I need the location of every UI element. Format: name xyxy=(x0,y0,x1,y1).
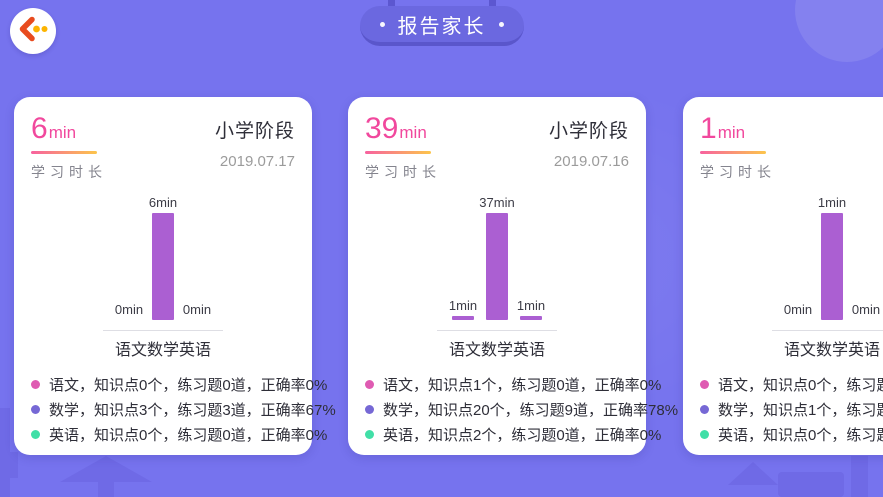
chart-column: 0min xyxy=(781,302,815,320)
tree-trunk xyxy=(98,482,114,497)
title-dot-right xyxy=(498,21,504,27)
tree-silhouette xyxy=(728,462,778,485)
card-header: 6min 学习时长 小学阶段 2019.07.17 xyxy=(14,97,312,182)
page-title: 报告家长 xyxy=(397,15,486,38)
chart-column: 1min xyxy=(514,298,548,320)
chart-column: 1min xyxy=(815,195,849,320)
legend-dot xyxy=(365,380,374,389)
pole-silhouette xyxy=(851,456,868,497)
chart-axis-line xyxy=(437,330,557,331)
legend-row: 英语，知识点0个，练习题0道，正确率0% xyxy=(31,422,327,447)
chart-column: 0min xyxy=(112,302,146,320)
duration-underline xyxy=(365,151,431,154)
chart-category-labels: 语文数学英语 xyxy=(448,342,545,359)
legend-row: 语文，知识点0个，练习题0道 xyxy=(700,372,883,397)
chart-column: 37min xyxy=(479,195,515,320)
legend-dot xyxy=(700,430,709,439)
legend-row: 语文，知识点1个，练习题0道，正确率0% xyxy=(365,372,661,397)
legend-text: 英语，知识点2个，练习题0道，正确率0% xyxy=(383,427,662,444)
chart-category-labels: 语文数学英语 xyxy=(114,342,211,359)
legend-dot xyxy=(700,380,709,389)
title-dot-left xyxy=(379,21,385,27)
legend-text: 英语，知识点0个，练习题0道，正确率0% xyxy=(49,427,328,444)
legend-dot xyxy=(31,430,40,439)
stage-label: 小学阶段 xyxy=(214,121,295,142)
bar-value-label: 0min xyxy=(182,302,212,317)
duration-value: 39min xyxy=(365,112,427,145)
legend-row: 英语，知识点0个，练习题0道 xyxy=(700,422,883,447)
bar xyxy=(152,213,174,320)
bar-value-label: 1min xyxy=(817,195,847,210)
legend-row: 语文，知识点0个，练习题0道，正确率0% xyxy=(31,372,327,397)
bar xyxy=(452,316,474,320)
legend-row: 数学，知识点1个，练习题0道， xyxy=(700,397,883,422)
chart-plot: 0min 6min 0min xyxy=(112,192,214,320)
back-button[interactable] xyxy=(10,8,56,54)
legend-text: 语文，知识点0个，练习题0道 xyxy=(718,377,883,394)
legend-text: 语文，知识点1个，练习题0道，正确率0% xyxy=(383,377,662,394)
legend-row: 英语，知识点2个，练习题0道，正确率0% xyxy=(365,422,661,447)
duration-value: 1min xyxy=(700,112,746,145)
bar-value-label: 0min xyxy=(783,302,813,317)
date-label: 2019.07.17 xyxy=(219,153,295,170)
legend-row: 数学，知识点3个，练习题3道，正确率67% xyxy=(31,397,336,422)
edge-decoration xyxy=(0,408,10,497)
duration-value: 6min xyxy=(31,112,77,145)
legend: 语文，知识点0个，练习题0道 数学，知识点1个，练习题0道， 英语，知识点0个，… xyxy=(683,372,883,447)
legend-dot xyxy=(31,405,40,414)
bar-value-label: 0min xyxy=(114,302,144,317)
card-header: 1min 学习时长 xyxy=(683,97,883,182)
page-title-pill: 报告家长 xyxy=(359,6,524,46)
legend-dot xyxy=(365,430,374,439)
bar-value-label: 6min xyxy=(148,195,178,210)
study-bar-chart: 1min 37min 1min 语文数学英语 xyxy=(348,192,646,360)
back-arrow-icon xyxy=(18,16,48,47)
report-card: 39min 学习时长 小学阶段 2019.07.16 1min 37min 1min… xyxy=(348,97,678,455)
chart-axis-line xyxy=(103,330,223,331)
date-label: 2019.07.16 xyxy=(553,153,629,170)
chart-column: 1min xyxy=(446,298,480,320)
chart-column: 0min xyxy=(180,302,214,320)
duration-label: 学习时长 xyxy=(365,164,441,180)
legend-text: 英语，知识点0个，练习题0道 xyxy=(718,427,883,444)
legend-text: 数学，知识点1个，练习题0道， xyxy=(718,402,883,419)
edge-decoration xyxy=(10,452,18,478)
report-card: 6min 学习时长 小学阶段 2019.07.17 0min 6min 0min 语… xyxy=(14,97,336,455)
bush-silhouette xyxy=(778,472,844,497)
bar-value-label: 1min xyxy=(516,298,546,313)
legend: 语文，知识点0个，练习题0道，正确率0% 数学，知识点3个，练习题3道，正确率6… xyxy=(14,372,336,447)
chart-axis-line xyxy=(772,330,883,331)
duration-label: 学习时长 xyxy=(700,164,776,180)
bar-value-label: 1min xyxy=(448,298,478,313)
report-card: 1min 学习时长 0min 1min 0min 语文数学英语 语文，知识点0个，练… xyxy=(683,97,883,455)
duration-label: 学习时长 xyxy=(31,164,107,180)
legend-dot xyxy=(700,405,709,414)
chart-column: 0min xyxy=(849,302,883,320)
bar-value-label: 0min xyxy=(851,302,881,317)
legend-text: 语文，知识点0个，练习题0道，正确率0% xyxy=(49,377,328,394)
legend-dot xyxy=(365,405,374,414)
bar-value-label: 37min xyxy=(479,195,515,210)
duration-underline xyxy=(700,151,766,154)
card-header: 39min 学习时长 小学阶段 2019.07.16 xyxy=(348,97,646,182)
chart-plot: 0min 1min 0min xyxy=(781,192,883,320)
legend-row: 数学，知识点20个，练习题9道，正确率78% xyxy=(365,397,678,422)
chart-column: 6min xyxy=(146,195,180,320)
legend: 语文，知识点1个，练习题0道，正确率0% 数学，知识点20个，练习题9道，正确率… xyxy=(348,372,678,447)
legend-dot xyxy=(31,380,40,389)
legend-text: 数学，知识点20个，练习题9道，正确率78% xyxy=(383,402,679,419)
study-bar-chart: 0min 6min 0min 语文数学英语 xyxy=(14,192,312,360)
study-bar-chart: 0min 1min 0min 语文数学英语 xyxy=(683,192,883,360)
legend-text: 数学，知识点3个，练习题3道，正确率67% xyxy=(49,402,336,419)
stage-label: 小学阶段 xyxy=(548,121,629,142)
bar xyxy=(486,213,508,320)
bar xyxy=(520,316,542,320)
chart-plot: 1min 37min 1min xyxy=(446,192,548,320)
bar xyxy=(821,213,843,320)
tree-silhouette xyxy=(60,456,152,482)
duration-underline xyxy=(31,151,97,154)
chart-category-labels: 语文数学英语 xyxy=(783,342,880,359)
